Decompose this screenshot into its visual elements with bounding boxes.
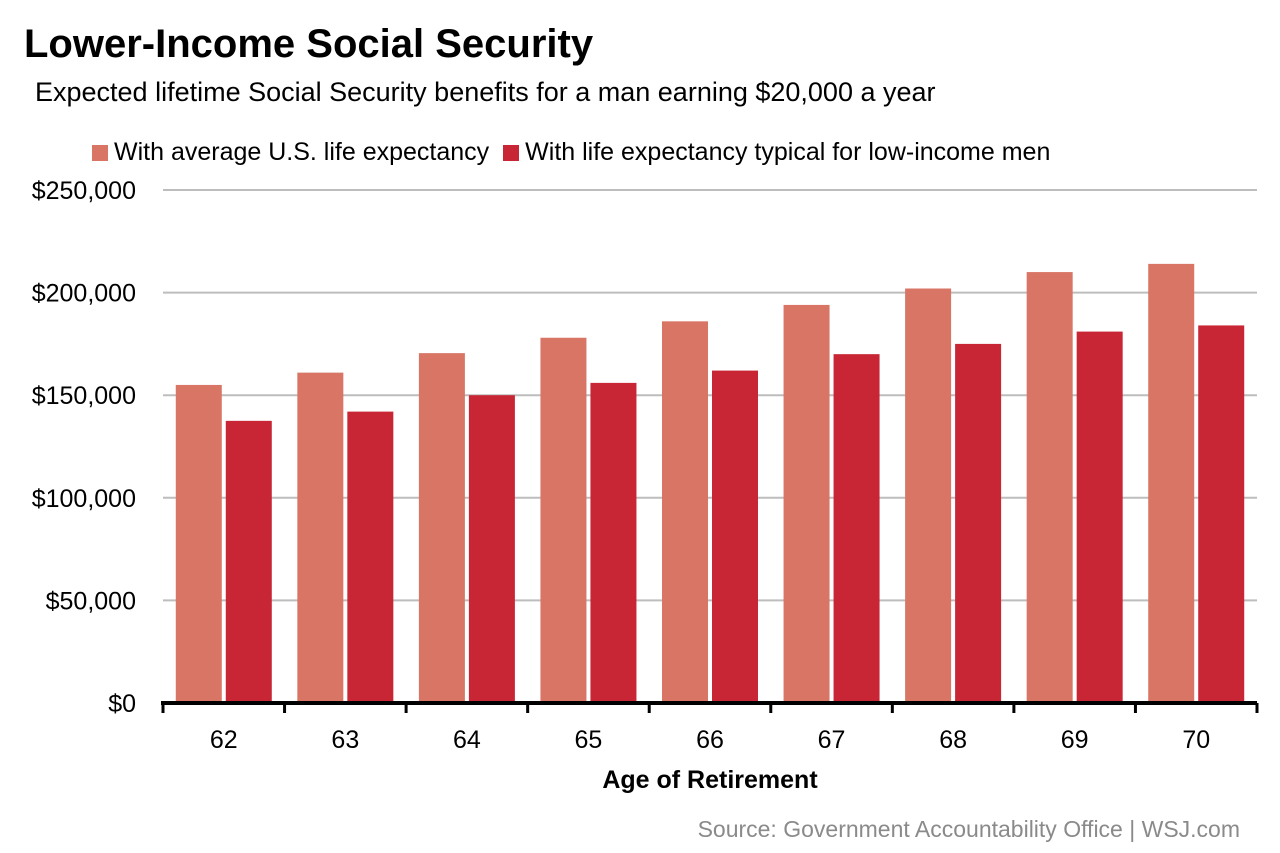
source-note: Source: Government Accountability Office…: [697, 816, 1240, 842]
bar-average-67: [783, 304, 830, 703]
x-tick-label: 62: [210, 726, 238, 754]
legend-swatch-average: [92, 144, 108, 161]
x-tick-label: 67: [818, 726, 846, 754]
bar-low-income-64: [468, 395, 515, 703]
x-tick-label: 65: [575, 726, 603, 754]
bar-low-income-67: [833, 354, 880, 703]
bar-average-68: [905, 288, 952, 703]
y-tick-label: $100,000: [32, 485, 136, 513]
chart-title: Lower-Income Social Security: [24, 22, 594, 66]
bar-low-income-65: [590, 382, 637, 703]
bar-average-63: [297, 372, 344, 703]
y-tick-label: $150,000: [32, 382, 136, 410]
bar-average-70: [1148, 263, 1195, 703]
legend: With average U.S. life expectancy With l…: [92, 138, 1064, 167]
chart-subtitle: Expected lifetime Social Security benefi…: [35, 77, 936, 107]
y-tick-label: $0: [108, 690, 136, 718]
x-tick-label: 63: [331, 726, 359, 754]
bar-average-65: [540, 337, 587, 703]
bar-average-66: [662, 321, 708, 703]
legend-label-average: With average U.S. life expectancy: [114, 138, 490, 166]
x-tick-label: 69: [1061, 726, 1089, 754]
bar-average-62: [175, 384, 222, 703]
x-axis-label: Age of Retirement: [602, 766, 818, 794]
legend-swatch-low-income: [503, 144, 520, 161]
legend-item-low-income: With life expectancy typical for low-inc…: [503, 138, 1050, 167]
x-tick-label: 68: [939, 726, 967, 754]
y-tick-label: $200,000: [32, 280, 136, 308]
x-tick-label: 64: [453, 726, 481, 754]
bar-low-income-66: [712, 370, 758, 703]
legend-item-average: With average U.S. life expectancy: [92, 138, 489, 167]
bar-low-income-63: [347, 411, 394, 703]
bar-low-income-69: [1076, 331, 1123, 703]
x-tick-label: 66: [696, 726, 724, 754]
bar-average-69: [1026, 272, 1073, 703]
bar-average-64: [418, 353, 465, 703]
bar-low-income-68: [955, 343, 1002, 703]
x-tick-label: 70: [1182, 726, 1210, 754]
y-tick-label: $250,000: [32, 177, 136, 205]
bar-low-income-62: [225, 420, 272, 703]
y-tick-label: $50,000: [46, 587, 136, 615]
legend-label-low-income: With life expectancy typical for low-inc…: [525, 138, 1051, 166]
bar-low-income-70: [1198, 325, 1245, 703]
